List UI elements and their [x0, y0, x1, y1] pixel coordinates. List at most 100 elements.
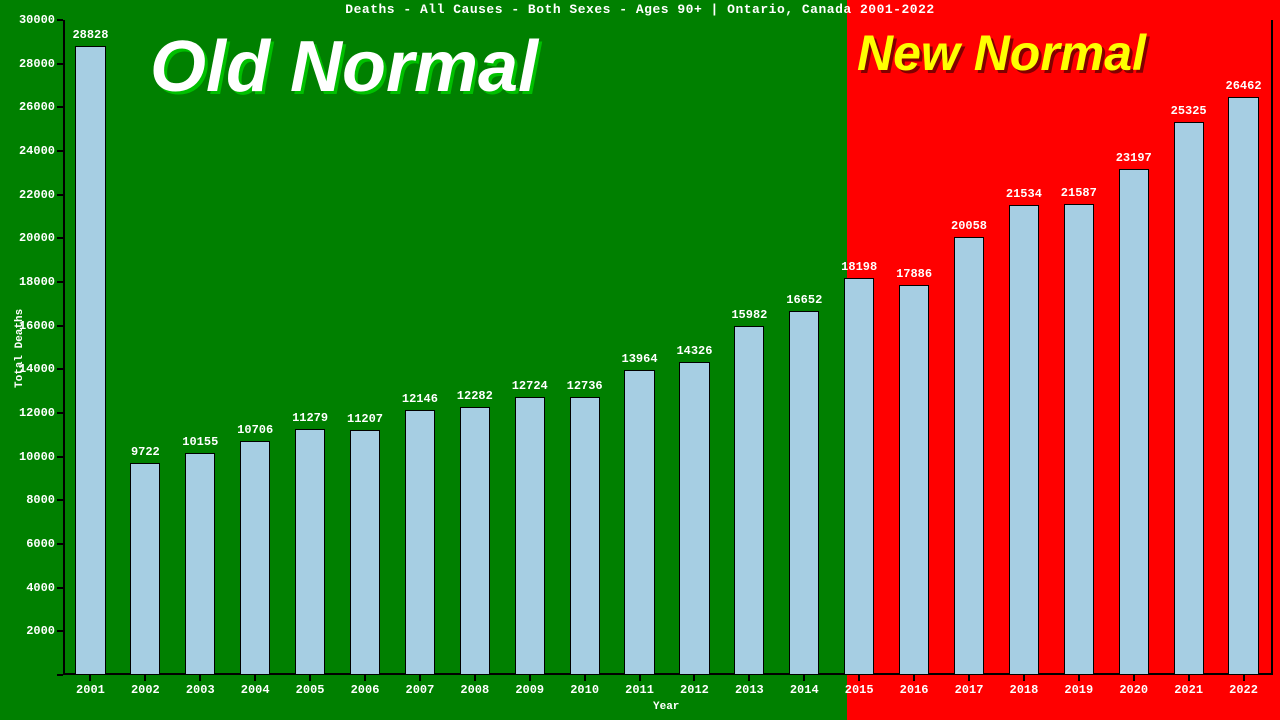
y-tick [57, 106, 63, 108]
y-tick-label: 8000 [26, 493, 55, 507]
y-tick [57, 412, 63, 414]
x-tick-label: 2018 [1010, 683, 1039, 697]
y-tick [57, 368, 63, 370]
y-tick-label: 20000 [19, 231, 55, 245]
bar [844, 278, 874, 675]
bar [1009, 205, 1039, 675]
bar-value-label: 10706 [237, 423, 273, 437]
y-tick [57, 499, 63, 501]
x-tick-label: 2015 [845, 683, 874, 697]
y-tick [57, 281, 63, 283]
bar-value-label: 13964 [622, 352, 658, 366]
x-tick-label: 2005 [296, 683, 325, 697]
x-tick [584, 675, 586, 681]
bar-value-label: 23197 [1116, 151, 1152, 165]
bar [515, 397, 545, 675]
y-axis-title: Total Deaths [14, 308, 26, 387]
bar-value-label: 12736 [567, 379, 603, 393]
x-tick-label: 2013 [735, 683, 764, 697]
y-tick-label: 18000 [19, 275, 55, 289]
x-axis-title: Year [653, 701, 679, 713]
bar [789, 311, 819, 675]
bar-value-label: 17886 [896, 267, 932, 281]
x-tick [1023, 675, 1025, 681]
y-tick [57, 325, 63, 327]
chart-container: Deaths - All Causes - Both Sexes - Ages … [0, 0, 1280, 720]
bar [185, 453, 215, 675]
y-axis-line [63, 20, 65, 675]
x-tick [1188, 675, 1190, 681]
y-tick [57, 237, 63, 239]
old-normal-text: Old Normal [150, 26, 538, 108]
x-tick-label: 2002 [131, 683, 160, 697]
bar [460, 407, 490, 675]
x-tick-label: 2022 [1229, 683, 1258, 697]
x-tick [474, 675, 476, 681]
x-tick-label: 2009 [515, 683, 544, 697]
bar-value-label: 21587 [1061, 186, 1097, 200]
y-tick-label: 26000 [19, 100, 55, 114]
bar-value-label: 10155 [182, 435, 218, 449]
x-tick-label: 2017 [955, 683, 984, 697]
bar-value-label: 12724 [512, 379, 548, 393]
y-tick-label: 30000 [19, 13, 55, 27]
new-normal-text: New Normal [857, 24, 1146, 82]
x-tick-label: 2021 [1174, 683, 1203, 697]
x-tick-label: 2007 [406, 683, 435, 697]
bar-value-label: 28828 [72, 28, 108, 42]
x-tick [803, 675, 805, 681]
bar-value-label: 21534 [1006, 187, 1042, 201]
bar-value-label: 12282 [457, 389, 493, 403]
bar-value-label: 26462 [1226, 79, 1262, 93]
x-tick [1243, 675, 1245, 681]
x-tick [529, 675, 531, 681]
x-tick [913, 675, 915, 681]
y-tick [57, 674, 63, 676]
bar [130, 463, 160, 675]
y-tick-label: 24000 [19, 144, 55, 158]
y-tick [57, 456, 63, 458]
y-tick-label: 2000 [26, 624, 55, 638]
x-tick-label: 2014 [790, 683, 819, 697]
bar [405, 410, 435, 675]
bar-value-label: 18198 [841, 260, 877, 274]
bar [734, 326, 764, 675]
x-tick-label: 2019 [1064, 683, 1093, 697]
y-tick-label: 6000 [26, 537, 55, 551]
x-tick [748, 675, 750, 681]
bar [240, 441, 270, 675]
x-tick-label: 2003 [186, 683, 215, 697]
y-tick-label: 10000 [19, 450, 55, 464]
y-tick-label: 22000 [19, 188, 55, 202]
bar-value-label: 11207 [347, 412, 383, 426]
x-tick-label: 2006 [351, 683, 380, 697]
plot-area: 2000400060008000100001200014000160001800… [63, 20, 1271, 675]
x-tick [419, 675, 421, 681]
y-tick [57, 150, 63, 152]
bar [1174, 122, 1204, 675]
bar-value-label: 9722 [131, 445, 160, 459]
bar [899, 285, 929, 676]
bar-value-label: 11279 [292, 411, 328, 425]
x-tick [309, 675, 311, 681]
bar-value-label: 16652 [786, 293, 822, 307]
x-tick [693, 675, 695, 681]
y-axis-line-right [1271, 20, 1273, 675]
bar [1064, 204, 1094, 675]
y-tick [57, 543, 63, 545]
bar [624, 370, 654, 675]
y-tick-label: 28000 [19, 57, 55, 71]
x-tick-label: 2012 [680, 683, 709, 697]
x-tick-label: 2008 [460, 683, 489, 697]
x-tick-label: 2010 [570, 683, 599, 697]
bar [679, 362, 709, 675]
bar-value-label: 15982 [731, 308, 767, 322]
x-tick [144, 675, 146, 681]
bar-value-label: 20058 [951, 219, 987, 233]
x-tick [199, 675, 201, 681]
x-tick [364, 675, 366, 681]
x-tick-label: 2004 [241, 683, 270, 697]
bar [1119, 169, 1149, 675]
y-tick [57, 194, 63, 196]
y-tick-label: 12000 [19, 406, 55, 420]
